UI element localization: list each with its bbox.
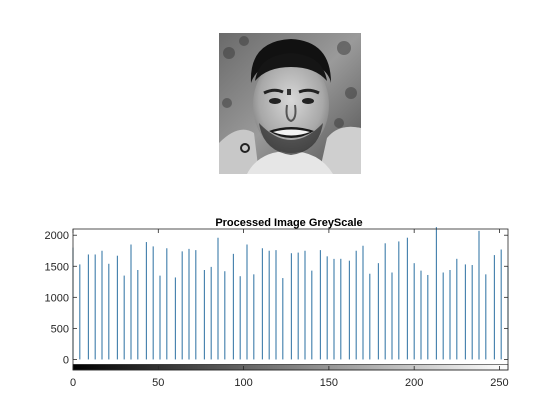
gray-colorbar bbox=[72, 364, 509, 371]
histogram-bars bbox=[72, 227, 509, 360]
x-tick-label: 100 bbox=[234, 377, 252, 389]
y-tick-label: 500 bbox=[51, 323, 69, 335]
y-tick-label: 1500 bbox=[45, 261, 69, 273]
y-tick-label: 0 bbox=[63, 354, 69, 366]
y-tick-label: 1000 bbox=[45, 292, 69, 304]
chart-title: Processed Image GreyScale bbox=[215, 217, 362, 229]
x-tick-label: 50 bbox=[152, 377, 164, 389]
y-tick-label: 2000 bbox=[45, 230, 69, 242]
plot-area bbox=[73, 229, 508, 370]
grayscale-photo bbox=[219, 33, 361, 174]
y-axis: 0 500 1000 1500 2000 bbox=[45, 230, 508, 366]
plot-frame bbox=[72, 228, 509, 371]
colorbar-gradient bbox=[72, 364, 509, 371]
x-tick-label: 250 bbox=[490, 377, 508, 389]
x-tick-label: 0 bbox=[70, 377, 76, 389]
x-tick-label: 200 bbox=[405, 377, 423, 389]
x-tick-label: 150 bbox=[320, 377, 338, 389]
x-axis: 0 50 100 150 200 250 bbox=[70, 229, 509, 389]
